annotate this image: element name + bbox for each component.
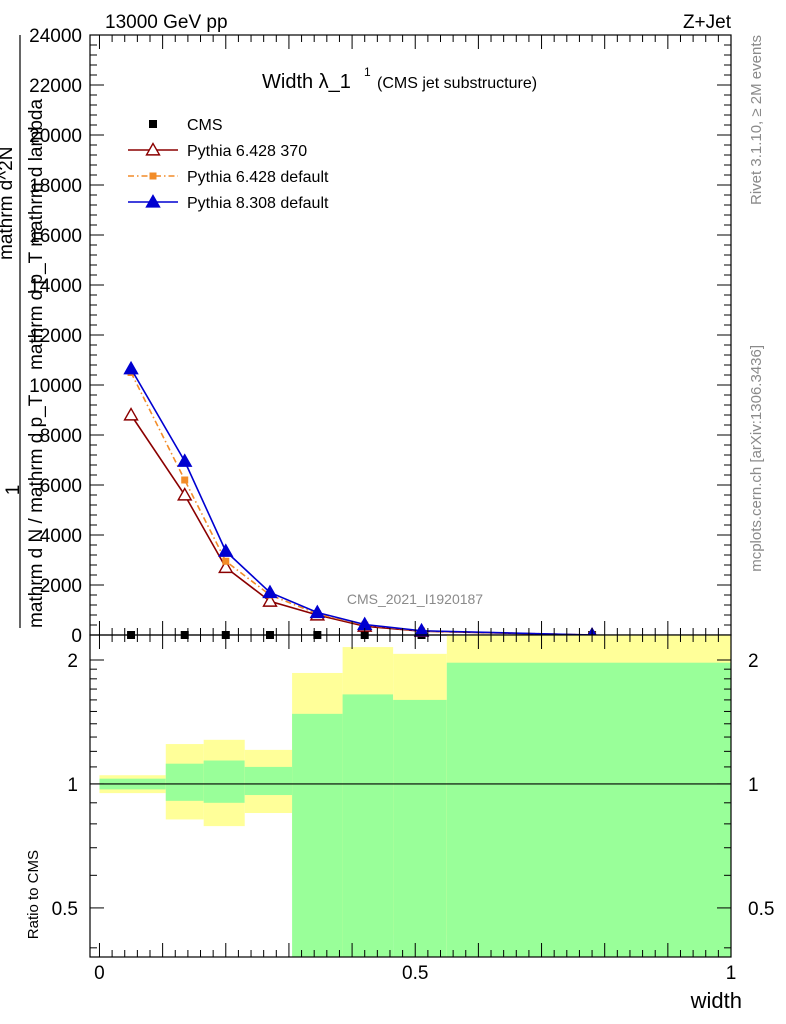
marker-pythia-8-308-default — [262, 584, 278, 599]
legend-label: Pythia 8.308 default — [187, 195, 329, 212]
marker-pythia-6-428-370 — [123, 407, 139, 421]
legend: CMS Pythia 6.428 370 Pythia 6.428 default P… — [128, 117, 329, 212]
chart-title: Width λ_1 — [262, 71, 351, 93]
legend-label: CMS — [187, 117, 223, 134]
marker-pythia-6-428-370 — [218, 559, 234, 574]
ytick-label: 8000 — [40, 426, 82, 447]
ytick-label: 0 — [71, 626, 82, 647]
ylabel-line-2: mathrm d N / mathrm d p_T — [26, 394, 47, 628]
ytick-label: 10000 — [29, 376, 82, 397]
ytick-label: 12000 — [29, 326, 82, 347]
ylabel-line-1: 1 — [3, 485, 24, 496]
marker-pythia-8-308-default — [309, 604, 326, 619]
ratio-ylabel: Ratio to CMS — [25, 850, 42, 939]
mcplots-label: mcplots.cern.ch [arXiv:1306.3436] — [748, 345, 765, 572]
ytick-label: 22000 — [29, 76, 82, 97]
xaxis-label: width — [690, 988, 742, 1013]
ratio-ytick-labels: 0.5 0.5 1 1 2 2 — [52, 651, 775, 920]
main-ytick-labels: 0 2000 4000 6000 8000 10000 12000 14000 16000 180… — [29, 26, 82, 647]
ratio-ytick-label-right: 2 — [748, 651, 759, 672]
ylabel-line-4: mathrm d p_T mathrm d lambda — [26, 99, 47, 370]
marker-pythia-8-308-default — [413, 622, 430, 637]
ratio-ytick-label-right: 0.5 — [748, 899, 774, 920]
ytick-label: 2000 — [40, 576, 82, 597]
ratio-panel: 0.5 0.51 12 2 0 0.5 1 Ratio to CMS width — [25, 634, 775, 1013]
ratio-ytick-label: 2 — [67, 651, 78, 672]
ratio-frame — [89, 634, 732, 958]
marker-pythia-8-308-default — [177, 453, 193, 467]
ytick-label: 20000 — [29, 126, 82, 147]
ratio-ytick-label: 1 — [67, 775, 78, 796]
ratio-ytick-label: 0.5 — [52, 899, 78, 920]
ratio-axis-ticks — [90, 635, 732, 957]
ratio-band-inner — [393, 699, 447, 957]
xtick-label: 0.5 — [402, 963, 428, 984]
xtick-label: 1 — [726, 963, 737, 984]
rivet-version-label: Rivet 3.1.10, ≥ 2M events — [748, 35, 765, 205]
ytick-label: 4000 — [40, 526, 82, 547]
legend-label: Pythia 6.428 default — [187, 169, 329, 186]
marker-pythia-8-308-default — [123, 360, 139, 375]
marker-pythia-6-428-default — [149, 172, 157, 180]
ratio-band-inner — [342, 694, 394, 957]
energy-label: 13000 GeV pp — [105, 12, 228, 33]
chart-title-superscript: 1 — [364, 65, 371, 79]
ratio-band-inner — [446, 662, 731, 957]
marker-pythia-6-428-370 — [262, 593, 278, 607]
marker-pythia-8-308-default — [218, 543, 234, 557]
chart-title-subtitle: (CMS jet substructure) — [377, 75, 537, 92]
series-line-pythia-8-308-default — [130, 368, 593, 636]
analysis-watermark: CMS_2021_I1920187 — [347, 591, 483, 607]
marker-pythia-6-428-370 — [177, 487, 193, 501]
ytick-label: 6000 — [40, 476, 82, 497]
ratio-bands — [90, 635, 731, 957]
main-axis-ticks — [90, 34, 732, 636]
ylabel-line-3: mathrm d^2N — [0, 147, 17, 260]
process-label: Z+Jet — [683, 12, 732, 33]
marker-pythia-6-428-default — [222, 557, 230, 565]
marker-pythia-6-428-default — [181, 476, 189, 484]
ratio-band-inner — [203, 760, 245, 803]
main-panel: 0 2000 4000 6000 8000 10000 12000 14000 16000 180… — [0, 26, 732, 647]
xtick-label: 0 — [94, 963, 105, 984]
ratio-band-inner — [165, 763, 204, 801]
ytick-label: 24000 — [29, 26, 82, 47]
xtick-labels: 0 0.5 1 — [94, 963, 736, 984]
ytick-label: 18000 — [29, 176, 82, 197]
ytick-label: 16000 — [29, 226, 82, 247]
ytick-label: 14000 — [29, 276, 82, 297]
marker-pythia-8-308-default — [145, 194, 161, 208]
ratio-ytick-label-right: 1 — [748, 775, 759, 796]
legend-label: Pythia 6.428 370 — [187, 143, 307, 160]
marker-pythia-6-428-370 — [145, 142, 161, 156]
main-ylabel: 1 mathrm d N / mathrm d p_T mathrm d^2N … — [0, 35, 47, 628]
ratio-band-inner — [244, 766, 293, 796]
marker-cms — [149, 120, 157, 128]
ratio-band-inner — [292, 713, 343, 957]
